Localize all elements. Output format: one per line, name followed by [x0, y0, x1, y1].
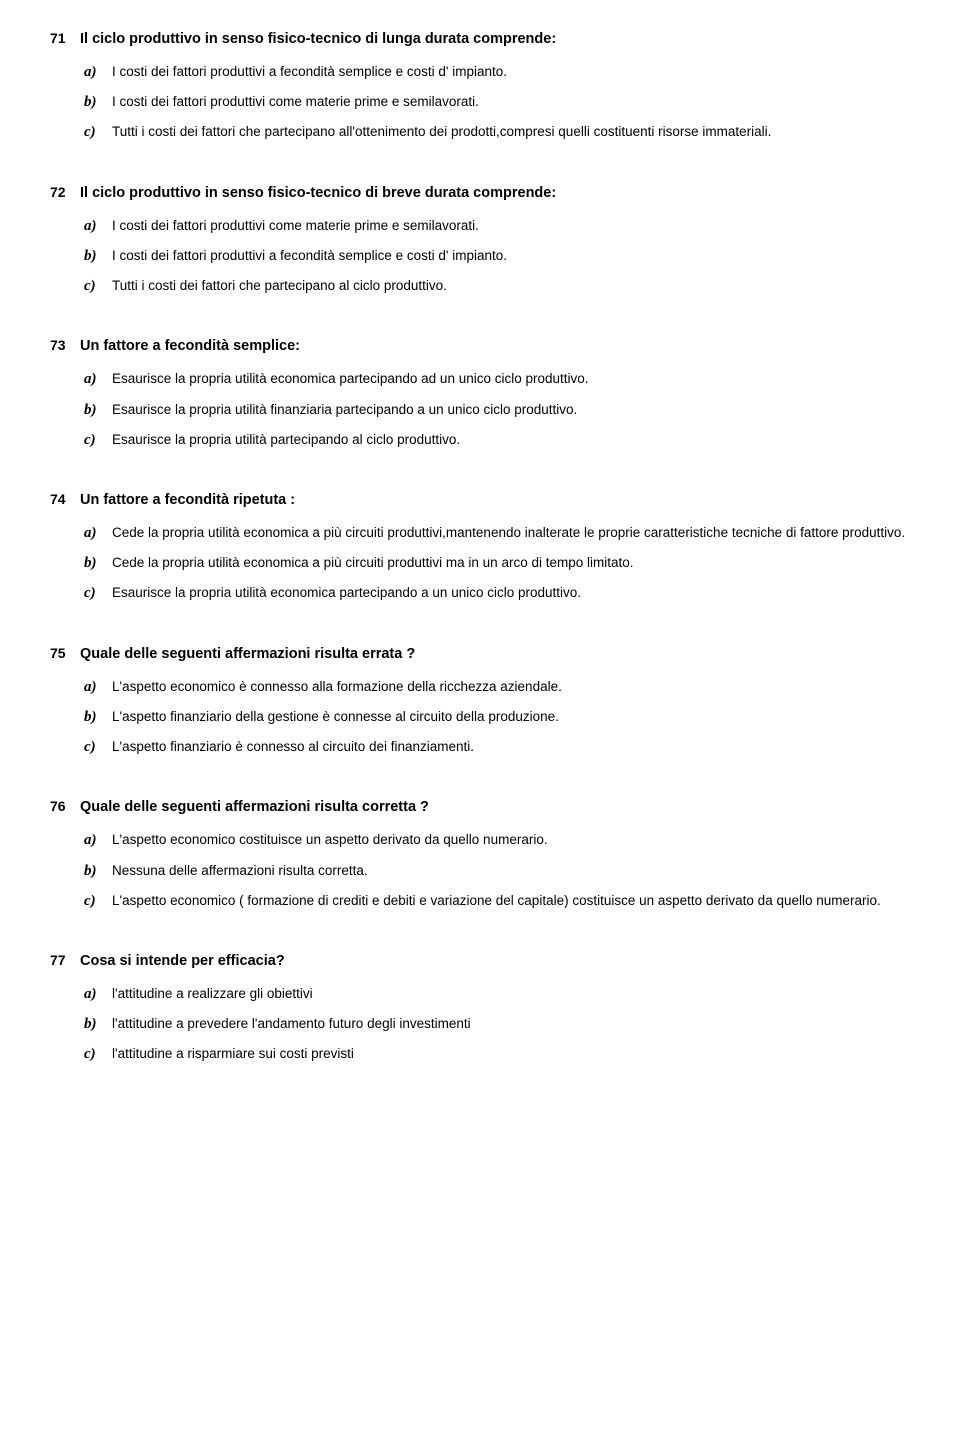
option: b)Esaurisce la propria utilità finanziar… [84, 401, 910, 419]
question-text: Quale delle seguenti affermazioni risult… [80, 799, 429, 815]
question-number: 71 [50, 30, 72, 46]
option: b)L'aspetto finanziario della gestione è… [84, 708, 910, 726]
option: c)L'aspetto economico ( formazione di cr… [84, 892, 910, 910]
option: c)L'aspetto finanziario è connesso al ci… [84, 738, 910, 756]
option: a)L'aspetto economico è connesso alla fo… [84, 678, 910, 696]
options-list: a)Esaurisce la propria utilità economica… [84, 370, 910, 449]
option-label: a) [84, 371, 112, 388]
option-text: L'aspetto economico costituisce un aspet… [112, 831, 910, 849]
option: b)Nessuna delle affermazioni risulta cor… [84, 862, 910, 880]
question-header: 74 Un fattore a fecondità ripetuta : [50, 491, 910, 508]
option-label: b) [84, 248, 112, 265]
option-label: c) [84, 585, 112, 602]
option-label: b) [84, 1016, 112, 1033]
option-text: L'aspetto economico è connesso alla form… [112, 678, 910, 696]
option-label: c) [84, 739, 112, 756]
option-text: Tutti i costi dei fattori che partecipan… [112, 123, 910, 141]
option: a)L'aspetto economico costituisce un asp… [84, 831, 910, 849]
option-text: Esaurisce la propria utilità partecipand… [112, 431, 910, 449]
option: c)l'attitudine a risparmiare sui costi p… [84, 1045, 910, 1063]
question-number: 74 [50, 491, 72, 507]
question-number: 73 [50, 337, 72, 353]
question-number: 76 [50, 798, 72, 814]
option: a)Cede la propria utilità economica a pi… [84, 524, 910, 542]
questions-container: 71 Il ciclo produttivo in senso fisico-te… [50, 30, 910, 1064]
question-text: Il ciclo produttivo in senso fisico-tecn… [80, 185, 556, 201]
question-text: Quale delle seguenti affermazioni risult… [80, 646, 415, 662]
option-text: I costi dei fattori produttivi come mate… [112, 217, 910, 235]
options-list: a)L'aspetto economico costituisce un asp… [84, 831, 910, 910]
option-text: Cede la propria utilità economica a più … [112, 554, 910, 572]
question-block: 76 Quale delle seguenti affermazioni risu… [50, 798, 910, 910]
question-header: 71 Il ciclo produttivo in senso fisico-te… [50, 30, 910, 47]
question-header: 77 Cosa si intende per efficacia? [50, 952, 910, 969]
option-label: a) [84, 218, 112, 235]
question-number: 75 [50, 645, 72, 661]
option: b)I costi dei fattori produttivi a fecon… [84, 247, 910, 265]
option-label: a) [84, 986, 112, 1003]
option: a)Esaurisce la propria utilità economica… [84, 370, 910, 388]
option: c)Esaurisce la propria utilità economica… [84, 584, 910, 602]
option-text: I costi dei fattori produttivi a fecondi… [112, 247, 910, 265]
option-label: a) [84, 679, 112, 696]
question-header: 76 Quale delle seguenti affermazioni risu… [50, 798, 910, 815]
option-text: Tutti i costi dei fattori che partecipan… [112, 277, 910, 295]
question-block: 77Cosa si intende per efficacia?a)l'atti… [50, 952, 910, 1064]
option-label: a) [84, 64, 112, 81]
option-label: c) [84, 432, 112, 449]
option-label: a) [84, 525, 112, 542]
option-text: l'attitudine a realizzare gli obiettivi [112, 985, 910, 1003]
option-label: b) [84, 402, 112, 419]
question-text: Un fattore a fecondità ripetuta : [80, 492, 295, 508]
option-text: L'aspetto economico ( formazione di cred… [112, 892, 910, 910]
question-block: 75 Quale delle seguenti affermazioni risu… [50, 645, 910, 757]
option-label: c) [84, 124, 112, 141]
option-text: I costi dei fattori produttivi come mate… [112, 93, 910, 111]
options-list: a)Cede la propria utilità economica a pi… [84, 524, 910, 603]
question-number: 72 [50, 184, 72, 200]
question-number: 77 [50, 952, 72, 968]
question-header: 73 Un fattore a fecondità semplice: [50, 337, 910, 354]
question-header: 72 Il ciclo produttivo in senso fisico-te… [50, 184, 910, 201]
option-text: Esaurisce la propria utilità economica p… [112, 584, 910, 602]
question-block: 74 Un fattore a fecondità ripetuta : a)Ced… [50, 491, 910, 603]
options-list: a)L'aspetto economico è connesso alla fo… [84, 678, 910, 757]
option-label: c) [84, 278, 112, 295]
option: c)Tutti i costi dei fattori che partecip… [84, 123, 910, 141]
option: c)Esaurisce la propria utilità partecipa… [84, 431, 910, 449]
option-text: L'aspetto finanziario della gestione è c… [112, 708, 910, 726]
option-label: b) [84, 709, 112, 726]
question-text: Il ciclo produttivo in senso fisico-tecn… [80, 31, 556, 47]
option-label: a) [84, 832, 112, 849]
question-block: 72 Il ciclo produttivo in senso fisico-te… [50, 184, 910, 296]
question-block: 71 Il ciclo produttivo in senso fisico-te… [50, 30, 910, 142]
question-block: 73Un fattore a fecondità semplice:a)Esau… [50, 337, 910, 449]
question-text: Un fattore a fecondità semplice: [80, 338, 300, 354]
option: b)I costi dei fattori produttivi come ma… [84, 93, 910, 111]
option-label: b) [84, 94, 112, 111]
option-text: l'attitudine a prevedere l'andamento fut… [112, 1015, 910, 1033]
option: c)Tutti i costi dei fattori che partecip… [84, 277, 910, 295]
options-list: a)I costi dei fattori produttivi come ma… [84, 217, 910, 296]
option-text: Esaurisce la propria utilità economica p… [112, 370, 910, 388]
option: a)l'attitudine a realizzare gli obiettiv… [84, 985, 910, 1003]
option-text: L'aspetto finanziario è connesso al circ… [112, 738, 910, 756]
question-header: 75 Quale delle seguenti affermazioni risu… [50, 645, 910, 662]
option: b)l'attitudine a prevedere l'andamento f… [84, 1015, 910, 1033]
option: b)Cede la propria utilità economica a pi… [84, 554, 910, 572]
option-label: b) [84, 863, 112, 880]
option-label: c) [84, 893, 112, 910]
option-text: Cede la propria utilità economica a più … [112, 524, 910, 542]
option-label: c) [84, 1046, 112, 1063]
option-text: I costi dei fattori produttivi a fecondi… [112, 63, 910, 81]
options-list: a)I costi dei fattori produttivi a fecon… [84, 63, 910, 142]
option-label: b) [84, 555, 112, 572]
option-text: Nessuna delle affermazioni risulta corre… [112, 862, 910, 880]
question-text: Cosa si intende per efficacia? [80, 953, 285, 969]
option-text: Esaurisce la propria utilità finanziaria… [112, 401, 910, 419]
options-list: a)l'attitudine a realizzare gli obiettiv… [84, 985, 910, 1064]
option-text: l'attitudine a risparmiare sui costi pre… [112, 1045, 910, 1063]
option: a)I costi dei fattori produttivi a fecon… [84, 63, 910, 81]
option: a)I costi dei fattori produttivi come ma… [84, 217, 910, 235]
